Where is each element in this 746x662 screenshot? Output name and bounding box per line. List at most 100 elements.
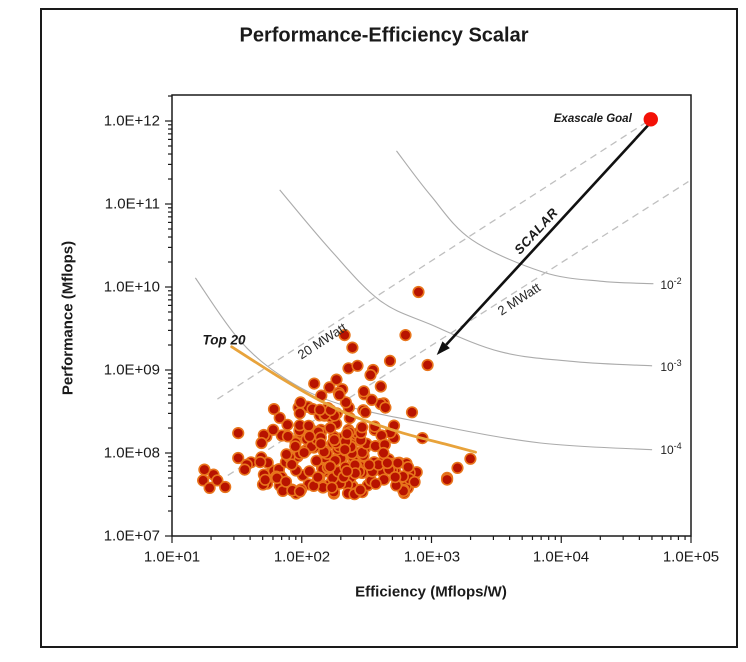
system-point (374, 380, 387, 393)
system-point (267, 423, 280, 436)
y-axis-title: Performance (Mflops) (59, 240, 77, 396)
system-point (254, 456, 267, 469)
scalar-arrowhead (436, 341, 450, 356)
system-point (293, 407, 306, 420)
x-tick-label: 1.0E+05 (662, 548, 720, 566)
system-point (259, 473, 272, 486)
y-tick-label: 1.0E+07 (103, 527, 160, 545)
system-point (412, 285, 425, 299)
system-point (351, 359, 364, 372)
system-point (354, 483, 367, 497)
system-point (281, 418, 294, 431)
system-point (303, 465, 316, 478)
system-point (255, 436, 268, 450)
system-point (451, 461, 464, 475)
y-tick-label: 1.0E+09 (103, 361, 160, 379)
system-point (267, 403, 281, 416)
system-point (359, 406, 372, 419)
system-point (281, 430, 295, 443)
system-point (219, 480, 232, 494)
system-point (323, 381, 336, 394)
system-point (313, 403, 327, 416)
system-point (293, 485, 307, 498)
system-point (338, 443, 351, 456)
iso-scalar-label-1e-4: 10-4 (660, 441, 682, 457)
system-point (325, 481, 339, 494)
systems-scatter (197, 285, 477, 501)
chart-outer-border (40, 8, 738, 648)
x-tick-label: 1.0E+01 (143, 548, 201, 566)
top20-curve (230, 345, 477, 454)
system-point (285, 458, 298, 471)
iso-scalar-label-1e-2: 10-2 (660, 276, 682, 292)
system-point (421, 358, 434, 372)
system-point (333, 388, 346, 402)
system-point (346, 341, 359, 354)
system-point (339, 396, 353, 409)
system-point (279, 475, 293, 488)
system-point (311, 471, 324, 484)
exascale-goal-label: Exascale Goal (553, 113, 632, 126)
system-point (280, 448, 293, 461)
system-point (340, 427, 354, 440)
system-point (389, 471, 402, 484)
system-point (369, 477, 382, 490)
chart-title: Performance-Efficiency Scalar (239, 24, 529, 47)
system-point (338, 329, 351, 342)
system-point (408, 475, 421, 489)
system-point (324, 460, 337, 473)
system-point (310, 454, 323, 467)
system-point (328, 433, 341, 447)
iso-scalar-label-1e-3: 10-3 (660, 358, 682, 374)
axis-ticks (165, 95, 692, 543)
system-point (197, 474, 210, 487)
system-point (441, 473, 454, 486)
system-point (377, 446, 390, 460)
x-axis-title: Efficiency (Mflops/W) (355, 583, 507, 601)
y-tick-label: 1.0E+08 (103, 444, 160, 462)
system-point (357, 385, 370, 398)
x-tick-label: 1.0E+02 (273, 548, 331, 566)
system-point (464, 452, 477, 465)
system-point (211, 474, 224, 487)
system-point (379, 401, 392, 414)
system-point (402, 461, 415, 474)
system-point (399, 329, 412, 342)
iso-scalar-curve-1 (279, 189, 653, 367)
system-point (203, 481, 216, 495)
system-point (303, 430, 316, 443)
system-point (330, 373, 343, 386)
y-tick-label: 1.0E+12 (103, 112, 160, 130)
y-tick-label: 1.0E+11 (104, 195, 160, 213)
system-point (273, 411, 286, 424)
scalar-arrow (445, 124, 650, 346)
system-point (232, 427, 245, 440)
system-point (405, 406, 419, 419)
system-point (314, 437, 327, 450)
system-point (232, 451, 245, 465)
iso-scalar-curve-0 (396, 150, 654, 285)
system-point (391, 456, 404, 470)
system-point (294, 396, 307, 409)
system-point (365, 393, 378, 407)
system-point (364, 368, 377, 382)
system-point (356, 421, 369, 434)
x-tick-label: 1.0E+03 (403, 548, 461, 566)
system-point (363, 458, 376, 472)
system-point (238, 463, 251, 476)
system-point (198, 463, 211, 476)
iso-power-line-0 (217, 122, 646, 400)
system-point (381, 456, 394, 470)
system-point (383, 354, 397, 368)
system-point (302, 419, 315, 432)
system-point (308, 377, 321, 390)
system-point (324, 422, 337, 435)
x-tick-label: 1.0E+04 (532, 548, 590, 566)
system-point (289, 440, 302, 453)
top20-curve-label: Top 20 (202, 332, 246, 348)
y-tick-label: 1.0E+10 (103, 278, 160, 296)
system-point (298, 446, 311, 459)
system-point (340, 465, 354, 478)
